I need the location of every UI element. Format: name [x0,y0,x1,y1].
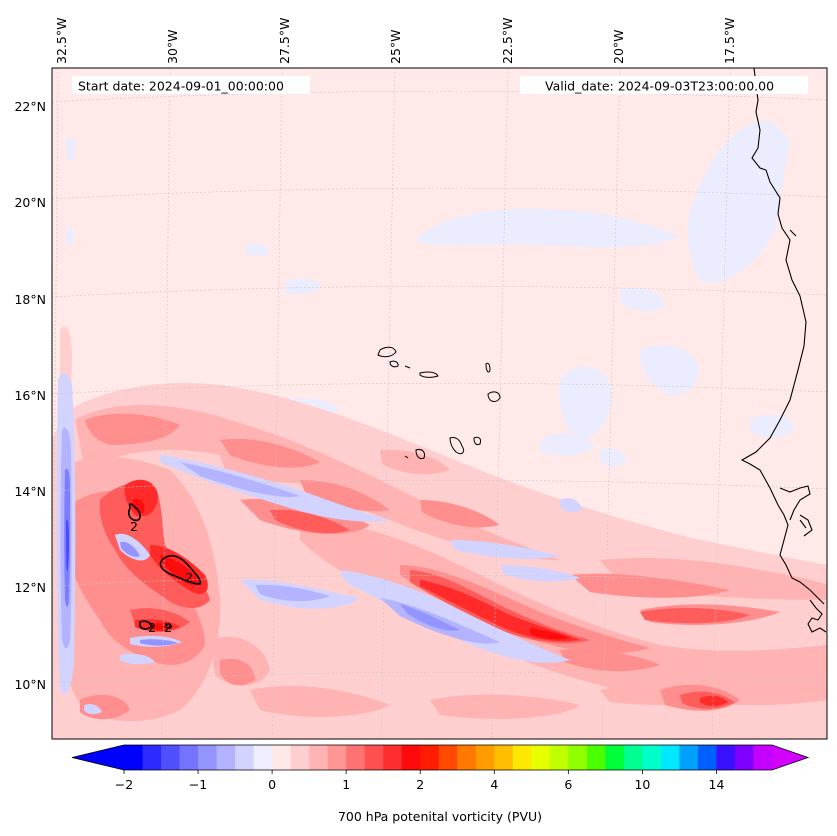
colorbar-cell [531,745,551,770]
colorbar-cell [549,745,569,770]
start-date-text: Start date: 2024-09-01_00:00:00 [78,79,284,94]
lat-label: 18°N [14,292,46,307]
colorbar-cell [198,745,218,770]
colorbar-cell [568,745,588,770]
map-frame [51,67,828,740]
colorbar-tick-label: 6 [564,777,572,792]
valid-date-box [520,76,808,94]
colorbar-cell [420,745,440,770]
colorbar-cell [346,745,366,770]
lon-label: 22.5°W [500,18,515,64]
colorbar-tick-label: 10 [634,777,650,792]
lat-label: 10°N [14,677,46,692]
lon-label: 20°W [611,29,626,64]
colorbar-tick-label: −2 [115,777,133,792]
colorbar-cell [679,745,699,770]
colorbar-tick-label: 2 [416,777,424,792]
colorbar-cell [216,745,236,770]
valid-date-text: Valid_date: 2024-09-03T23:00:00.00 [545,79,774,94]
start-date-box [72,76,310,94]
colorbar-cell [179,745,199,770]
latitude-labels: 22°N 20°N 18°N 16°N 14°N 12°N 10°N [14,99,46,692]
colorbar-tick-label: 0 [268,777,276,792]
colorbar-cell [457,745,477,770]
colorbar-cell [605,745,625,770]
colorbar-tick-label: 4 [490,777,498,792]
lat-label: 22°N [14,99,46,114]
colorbar-cell [383,745,403,770]
longitude-labels: 32.5°W 30°W 27.5°W 25°W 22.5°W 20°W 17.5… [54,18,737,64]
colorbar-cell [697,745,718,770]
lat-label: 12°N [14,580,46,595]
lon-label: 32.5°W [54,18,69,64]
pv-band-peak [132,498,570,640]
colorbar-ticks: −2 −1 0 1 2 4 6 10 14 [115,770,725,792]
contour-label: 2 [164,620,172,635]
colorbar-cell [401,745,421,770]
colorbar-cell [753,745,773,770]
lat-label: 20°N [14,195,46,210]
lon-label: 25°W [388,29,403,64]
colorbar-label: 700 hPa potenital vorticity (PVU) [338,809,542,824]
colorbar-tick-label: 14 [709,777,725,792]
colorbar-cell [623,745,643,770]
colorbar-cell [438,745,458,770]
colorbar-cell [512,745,532,770]
lon-label: 30°W [165,29,180,64]
pv-contours [128,503,202,630]
map-panel: Start date: 2024-09-01_00:00:00 Valid_da… [52,68,827,739]
colorbar-cell [660,745,681,770]
colorbar-tick-label: −1 [189,777,207,792]
colorbar-cell [253,745,273,770]
colorbar-cell [586,745,606,770]
colorbar-cell [716,745,736,770]
colorbar-over-triangle [772,745,808,770]
colorbar-cell [235,745,255,770]
colorbar-cell [161,745,181,770]
colorbar-cell [142,745,162,770]
colorbar-cell [327,745,347,770]
lon-label: 17.5°W [722,18,737,64]
colorbar-cell [642,745,662,770]
colorbar-cell [475,745,495,770]
colorbar-cell [364,745,384,770]
contour-label: 2 [130,519,138,534]
colorbar-cell [290,745,310,770]
colorbar: −2 −1 0 1 2 4 6 10 14 700 hPa potenital vorticit… [71,744,810,824]
colorbar-cell [272,745,292,770]
negative-pv-streaks [56,373,582,715]
lat-label: 14°N [14,484,46,499]
colorbar-cell [494,745,514,770]
colorbar-cell [309,745,329,770]
contour-label: 2 [148,620,156,635]
colorbar-cell [734,745,755,770]
coastline-africa [740,68,827,633]
colorbar-cell [124,745,144,770]
lat-label: 16°N [14,388,46,403]
colorbar-under-triangle [72,745,124,770]
cape-verde-islands [377,346,501,460]
graticule [52,68,827,739]
colorbar-tick-label: 1 [342,777,350,792]
colorbar-cells [124,745,773,770]
lon-label: 27.5°W [277,18,292,64]
contour-label: 2 [185,570,193,585]
